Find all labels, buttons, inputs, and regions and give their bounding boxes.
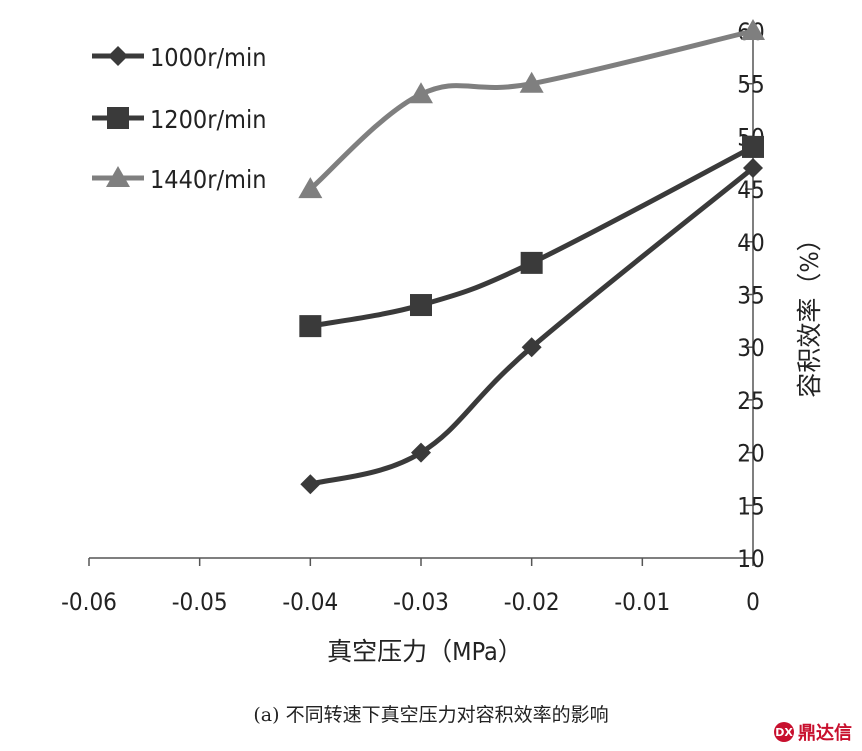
legend-marker-icon (107, 107, 129, 129)
x-tick-label: -0.01 (614, 588, 670, 616)
x-tick-label: -0.06 (61, 588, 117, 616)
legend-marker-icon (108, 46, 128, 66)
series-layer (298, 19, 765, 495)
data-point (298, 177, 323, 199)
x-tick-label: -0.02 (504, 588, 560, 616)
legend-item-1: 1200r/min (92, 105, 266, 134)
x-tick-label: -0.04 (282, 588, 338, 616)
x-tick-label: -0.03 (393, 588, 449, 616)
watermark-logo-icon: DX (774, 722, 794, 742)
data-point (519, 71, 544, 93)
y-tick-label: 15 (737, 492, 764, 520)
data-point (521, 337, 542, 358)
series-2 (298, 19, 765, 199)
series-line (307, 144, 756, 329)
data-point (743, 158, 763, 179)
figure-caption: (a) 不同转速下真空压力对容积效率的影响 (253, 704, 609, 726)
series-line (307, 28, 756, 192)
x-tick-label: 0 (746, 588, 760, 616)
y-tick-label: 30 (737, 334, 764, 362)
series-0 (300, 158, 763, 495)
y-tick-label: 40 (737, 229, 764, 257)
y-tick-label: 35 (737, 282, 764, 310)
data-point (300, 474, 321, 495)
axes: -0.06 -0.05 -0.04 -0.03 -0.02 -0.01 0 10 15 20 25 3… (61, 18, 824, 666)
data-point (409, 82, 433, 104)
legend: 1000r/min 1200r/min 1440r/min (92, 43, 266, 194)
x-axis-label: 真空压力（MPa） (327, 637, 523, 666)
data-point (411, 442, 431, 463)
legend-marker-icon (106, 166, 130, 187)
y-tick-label: 25 (737, 387, 764, 415)
data-point (742, 135, 764, 158)
y-tick-label: 55 (737, 71, 764, 99)
chart: -0.06 -0.05 -0.04 -0.03 -0.02 -0.01 0 10 15 20 25 3… (61, 18, 824, 666)
data-point (520, 251, 543, 274)
data-point (741, 19, 765, 40)
series-line (307, 165, 756, 487)
legend-label: 1440r/min (150, 165, 266, 194)
legend-label: 1000r/min (150, 43, 266, 72)
watermark: DX 鼎达信 (774, 719, 852, 745)
y-tick-label: 10 (737, 545, 764, 573)
x-tick-label: -0.05 (172, 588, 228, 616)
data-point (410, 294, 432, 317)
y-tick-label: 45 (737, 176, 764, 204)
y-axis-label: 容积效率（%） (795, 226, 824, 397)
data-point (299, 315, 322, 338)
y-tick-label: 20 (737, 440, 764, 468)
legend-label: 1200r/min (150, 105, 266, 134)
watermark-text: 鼎达信 (798, 723, 852, 744)
legend-item-0: 1000r/min (92, 43, 266, 72)
legend-item-2: 1440r/min (92, 165, 266, 194)
series-1 (299, 135, 764, 338)
